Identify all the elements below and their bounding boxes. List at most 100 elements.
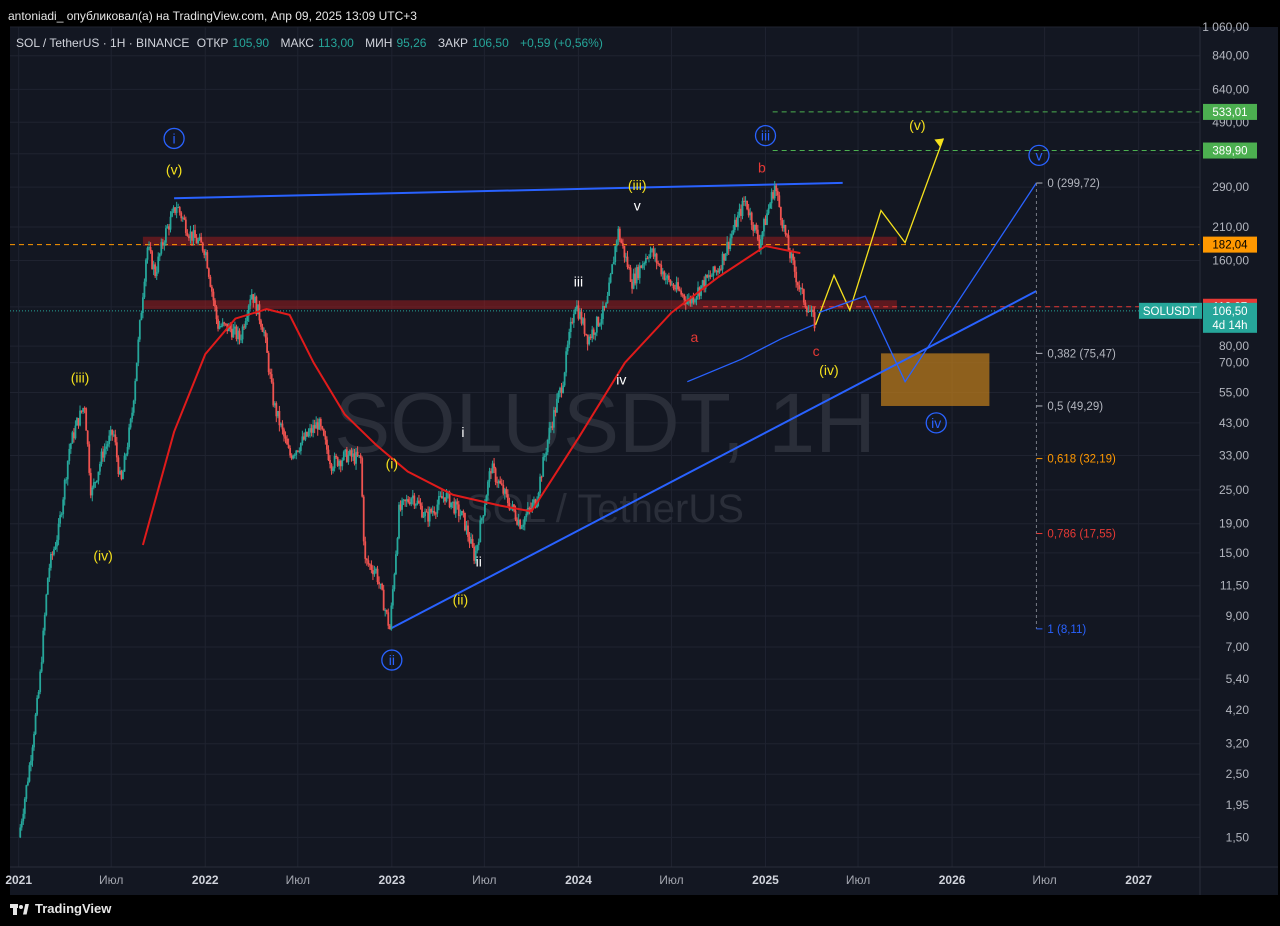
candle-body [341,459,344,467]
candle-body [303,436,305,440]
y-tick-label: 3,20 [1226,737,1250,751]
candle-body [155,271,158,277]
candle-body [494,468,497,482]
wave-label: iii [761,128,770,144]
candle-body [786,234,788,236]
wave-label: (iv) [819,362,838,378]
tradingview-logo[interactable]: TradingView [10,901,111,916]
candle-body [102,451,104,458]
candle-body [318,418,321,430]
candle-body [140,312,143,321]
x-tick-label: Июл [1032,873,1056,887]
candle-body [83,408,86,410]
candle-body [671,284,673,286]
wave-label: (v) [909,117,925,133]
candle-body [591,329,594,339]
candle-body [200,237,203,243]
candle-body [566,344,569,352]
price-axis-background [1200,27,1278,867]
candle-body [477,542,480,546]
candle-body [31,747,34,761]
candle-body [82,408,84,412]
y-tick-label: 4,20 [1226,703,1250,717]
legend-symbol[interactable]: SOL / TetherUS · 1H · BINANCE [16,36,190,50]
candle-body [120,470,123,480]
candle-body [214,300,216,307]
candle-body [798,285,801,290]
x-tick-label: 2024 [565,873,592,887]
candle-body [157,256,160,272]
candle-body [72,432,75,439]
candle-body [638,265,641,279]
candle-body [718,268,721,273]
watermark-symbol: SOLUSDT, 1H [334,376,876,470]
candle-body [332,468,334,471]
candle-body [468,536,471,544]
candle-body [247,305,250,316]
candle-body [191,231,193,241]
legend-close-label: ЗАКР [437,36,469,50]
candle-body [168,226,170,230]
candle-body [212,291,215,301]
candle-body [313,425,316,429]
wave-label-circle [381,649,403,671]
time-axis[interactable]: 2021 Июл 2022 Июл 2023 Июл 2024 Июл 2025 Июл 2026 И… [5,873,1152,887]
candle-body [712,266,715,276]
candle-body [654,253,656,257]
candle-body [198,237,201,241]
candle-body [611,264,614,275]
fibonacci-levels: 0 (299,72) 0,382 (75,47) 0,5 (49,29) 0,618 … [1035,178,1116,636]
candle-body [784,224,787,235]
x-tick-label: 2023 [378,873,405,887]
candle-body [362,496,365,542]
resistance-zone [142,236,897,246]
y-tick-label: 290,00 [1212,180,1249,194]
candle-body [255,296,258,315]
candle-body [385,609,388,613]
candle-body [217,319,219,329]
candle-body [669,279,672,285]
candle-body [46,577,49,595]
candle-body [678,289,681,291]
candle-body [648,257,650,259]
candle-body [105,446,107,449]
candle-body [709,275,712,277]
candle-body [747,209,750,216]
candle-body [792,253,795,261]
candle-body [563,372,566,386]
candle-body [227,325,230,332]
candle-body [540,476,543,478]
candle-body [419,503,422,506]
candle-body [625,256,627,258]
candle-body [122,471,124,480]
candle-body [171,211,173,217]
candle-body [45,594,48,615]
wave-label: iv [931,415,941,431]
y-tick-label: 25,00 [1219,483,1249,497]
candle-body [635,267,638,284]
candle-body [672,284,675,289]
candle-body [69,443,72,449]
candle-body [65,479,68,481]
y-tick-label: 70,00 [1219,356,1249,370]
candle-body [180,212,183,219]
candle-body [25,785,28,799]
candle-body [264,331,267,338]
candle-body [232,328,235,338]
candle-body [448,492,451,508]
candle-body [160,242,163,254]
candle-body [258,304,261,321]
candle-body [39,671,42,692]
candle-body [500,483,503,485]
last-price-badge [1203,302,1257,333]
candle-body [184,219,187,233]
candle-body [729,238,732,249]
candle-body [761,231,764,240]
candle-body [74,425,77,439]
candle-body [462,511,465,513]
wave-label: (iii) [628,177,647,193]
candle-body [522,524,525,527]
candle-body [617,228,620,241]
candle-body [49,553,52,568]
